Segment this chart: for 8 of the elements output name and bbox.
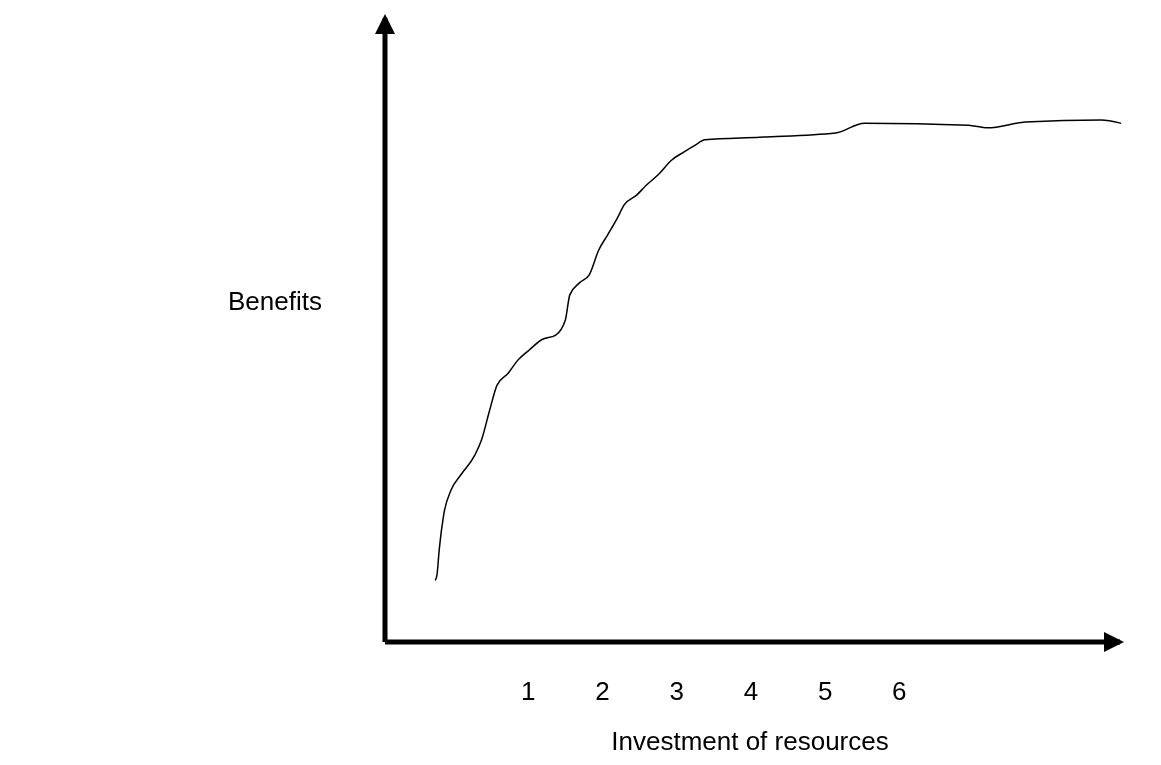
x-axis-title: Investment of resources <box>611 726 889 756</box>
x-tick-label: 5 <box>817 676 833 706</box>
x-tick-label: 4 <box>743 676 759 706</box>
x-tick-label: 3 <box>669 676 684 706</box>
x-tick-label: 1 <box>521 676 536 706</box>
x-tick-label: 6 <box>892 676 907 706</box>
y-axis-title: Benefits <box>228 286 322 316</box>
x-tick-label: 2 <box>595 676 610 706</box>
